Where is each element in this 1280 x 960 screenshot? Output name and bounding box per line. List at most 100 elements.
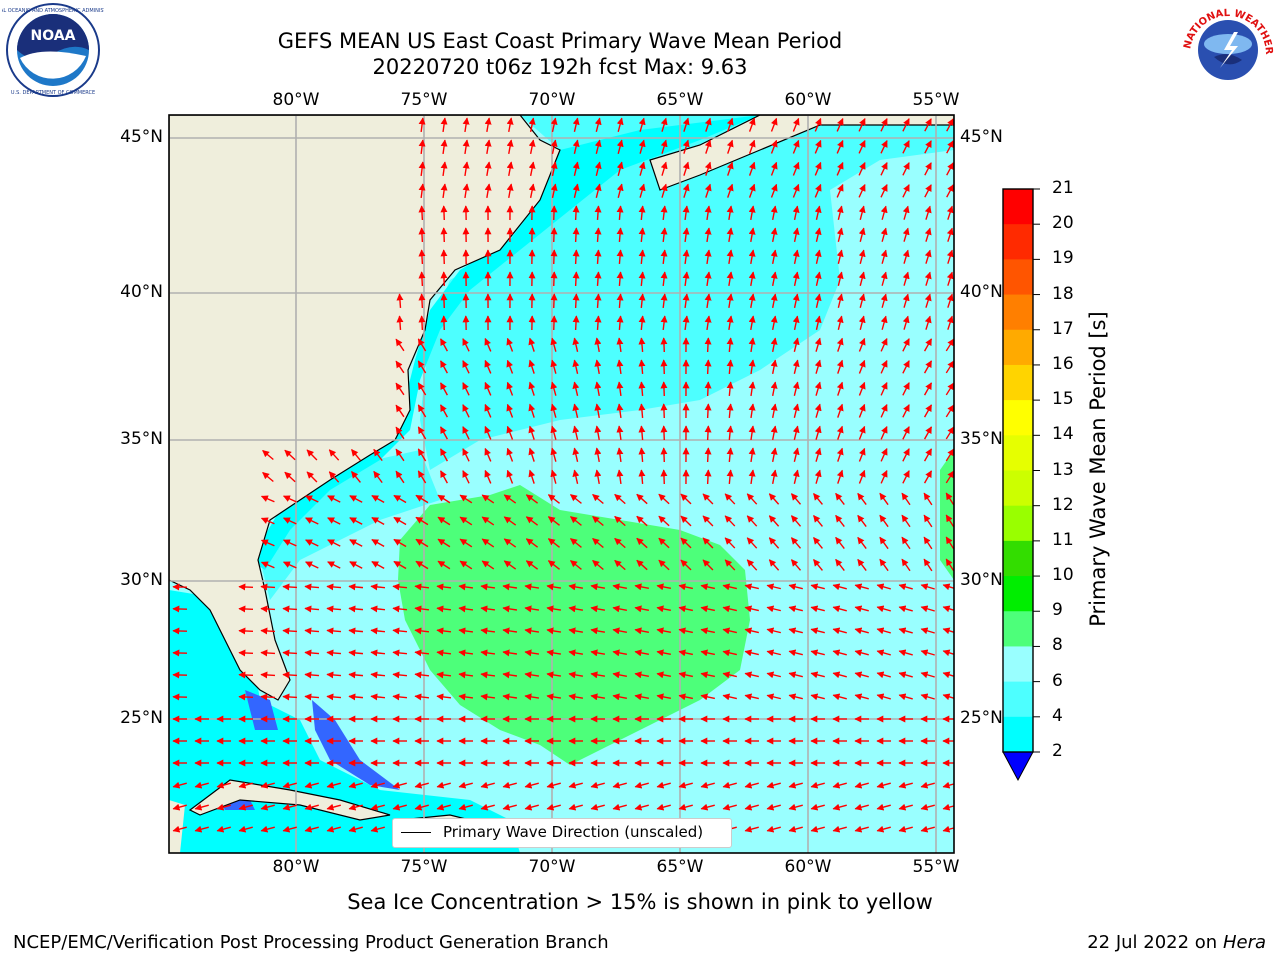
wave-arrow [506, 447, 514, 462]
wave-arrow [568, 803, 583, 811]
wave-arrow [836, 183, 844, 198]
wave-arrow [502, 671, 518, 679]
svg-text:U.S. DEPARTMENT OF COMMERCE: U.S. DEPARTMENT OF COMMERCE [11, 90, 95, 96]
wave-arrow [704, 337, 712, 353]
wave-arrow [418, 183, 426, 199]
wave-arrow [506, 337, 514, 352]
wave-arrow [744, 671, 759, 679]
wave-arrow [836, 161, 844, 176]
wave-arrow [726, 381, 734, 397]
wave-arrow [660, 447, 668, 463]
wave-arrow [766, 627, 781, 635]
wave-arrow [349, 517, 363, 525]
wave-arrow [524, 583, 540, 591]
colorbar-swatch [1003, 505, 1033, 542]
wave-arrow [392, 671, 408, 679]
wave-arrow [524, 605, 540, 613]
wave-arrow [550, 227, 558, 243]
wave-arrow [898, 583, 913, 591]
wave-arrow [700, 693, 715, 701]
wave-arrow [370, 649, 386, 657]
lat-label-left: 35°N [120, 429, 163, 449]
wave-arrow [612, 605, 628, 613]
colorbar-tick-label: 16 [1052, 353, 1074, 374]
wave-arrow [506, 359, 514, 374]
wave-arrow [484, 359, 492, 374]
wave-arrow [546, 693, 562, 701]
wave-arrow [327, 517, 341, 525]
lon-label-bottom: 55°W [912, 857, 960, 877]
wave-arrow [550, 337, 558, 352]
wave-arrow [700, 605, 715, 613]
wave-arrow [836, 337, 844, 352]
wave-arrow [238, 605, 254, 613]
wave-arrow [902, 184, 910, 198]
wave-arrow [876, 605, 891, 613]
wave-arrow [946, 315, 954, 330]
wave-arrow [792, 425, 800, 440]
wave-arrow [326, 627, 342, 635]
wave-arrow [678, 605, 693, 613]
wave-arrow [590, 583, 606, 591]
wave-arrow [546, 671, 562, 679]
colorbar-swatch [1003, 646, 1033, 683]
wave-arrow [550, 403, 558, 418]
wave-arrow [836, 117, 844, 132]
wave-arrow [480, 605, 496, 613]
wave-arrow [459, 494, 473, 504]
wave-arrow [506, 425, 514, 440]
ocean-region-2-4-keys [245, 690, 278, 730]
wave-arrow [858, 337, 866, 352]
wave-arrow [942, 671, 954, 679]
wave-arrow [550, 205, 558, 221]
wave-arrow [746, 537, 758, 549]
wave-arrow [942, 803, 954, 811]
wave-arrow [569, 538, 582, 548]
wave-arrow [440, 448, 448, 462]
wave-arrow [700, 803, 715, 811]
wave-arrow [614, 537, 626, 549]
wave-arrow [682, 249, 690, 265]
wave-arrow [327, 561, 341, 569]
wave-arrow [616, 205, 624, 221]
wave-arrow [946, 140, 954, 154]
wave-arrow [260, 671, 276, 679]
wave-arrow [835, 536, 845, 549]
wave-arrow [260, 781, 275, 789]
wave-arrow [436, 781, 451, 789]
wave-arrow [814, 293, 822, 308]
wave-arrow [946, 271, 954, 286]
wave-arrow [546, 803, 561, 811]
wave-arrow [440, 249, 448, 265]
wave-arrow [395, 448, 405, 462]
wave-arrow [858, 469, 866, 484]
wave-arrow [792, 403, 800, 418]
wave-arrow [660, 183, 668, 198]
wave-arrow [880, 184, 888, 198]
wave-arrow [440, 470, 448, 484]
wave-arrow [440, 293, 448, 309]
wave-arrow [370, 781, 385, 789]
wave-arrow [616, 183, 624, 198]
wave-arrow [528, 381, 536, 396]
colorbar-tick-label: 14 [1052, 424, 1074, 445]
wave-arrow [656, 781, 671, 789]
wave-arrow [788, 605, 803, 613]
wave-arrow [945, 338, 954, 352]
lon-label-bottom: 80°W [272, 857, 320, 877]
wave-arrow [616, 381, 624, 397]
colorbar-tick-label: 6 [1052, 670, 1063, 691]
wave-arrow [902, 205, 910, 220]
wave-arrow [660, 425, 668, 441]
wave-arrow [726, 293, 734, 309]
wave-arrow [836, 139, 844, 154]
wave-arrow [638, 359, 646, 375]
wave-arrow [395, 382, 405, 396]
wave-arrow [902, 338, 910, 352]
wave-arrow [418, 315, 426, 331]
wave-arrow [814, 425, 822, 440]
wave-arrow [902, 271, 910, 286]
lat-label-left: 30°N [120, 570, 163, 590]
wave-arrow [660, 139, 668, 154]
wave-arrow [262, 449, 274, 461]
